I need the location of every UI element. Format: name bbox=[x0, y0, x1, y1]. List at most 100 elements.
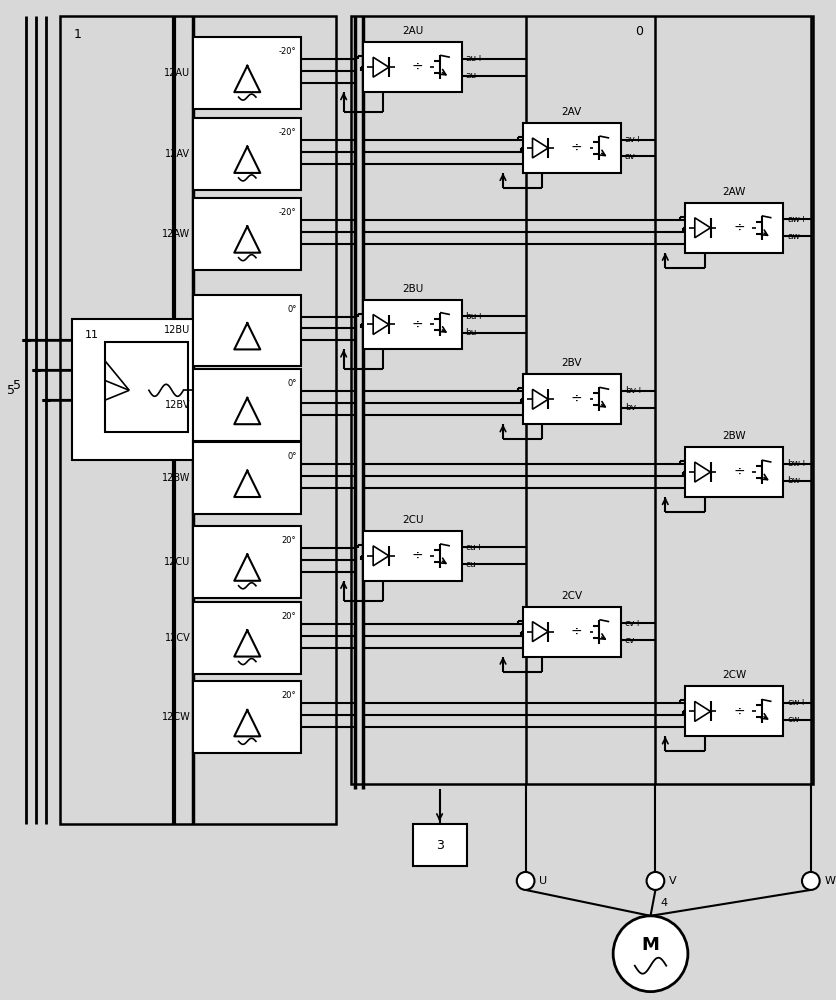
Text: 12CU: 12CU bbox=[164, 557, 190, 567]
Text: av-: av- bbox=[624, 152, 638, 161]
Text: 20°: 20° bbox=[282, 612, 296, 621]
Bar bbox=[193, 37, 301, 109]
Text: cv-: cv- bbox=[624, 636, 638, 645]
Text: av+: av+ bbox=[624, 135, 643, 144]
Polygon shape bbox=[373, 57, 389, 77]
Text: cw-: cw- bbox=[787, 715, 802, 724]
Bar bbox=[363, 531, 461, 581]
Text: cv+: cv+ bbox=[624, 619, 642, 628]
Text: V: V bbox=[669, 876, 676, 886]
Text: 0°: 0° bbox=[287, 305, 296, 314]
Text: 2BW: 2BW bbox=[721, 431, 745, 441]
Bar bbox=[363, 42, 461, 92]
Text: 0: 0 bbox=[634, 25, 642, 38]
Bar bbox=[193, 369, 301, 441]
Bar bbox=[684, 203, 782, 253]
Text: ÷: ÷ bbox=[411, 60, 423, 74]
Bar bbox=[193, 526, 301, 598]
Text: 3: 3 bbox=[435, 839, 443, 852]
Bar bbox=[193, 118, 301, 190]
Text: 12AW: 12AW bbox=[162, 229, 190, 239]
Text: 2AV: 2AV bbox=[561, 107, 581, 117]
Text: bw+: bw+ bbox=[787, 459, 807, 468]
Bar bbox=[522, 607, 620, 657]
Text: 2CV: 2CV bbox=[561, 591, 582, 601]
Bar bbox=[193, 681, 301, 753]
Text: 2BV: 2BV bbox=[561, 358, 581, 368]
Polygon shape bbox=[373, 546, 389, 566]
Text: 0°: 0° bbox=[287, 452, 296, 461]
Text: ÷: ÷ bbox=[732, 704, 744, 718]
Text: 2CW: 2CW bbox=[721, 670, 746, 680]
Text: ÷: ÷ bbox=[732, 221, 744, 235]
Polygon shape bbox=[694, 218, 710, 238]
Bar bbox=[60, 16, 335, 824]
Text: 2CU: 2CU bbox=[401, 515, 423, 525]
Text: bu+: bu+ bbox=[465, 312, 484, 321]
Text: M: M bbox=[641, 936, 659, 954]
Text: 12AU: 12AU bbox=[164, 68, 190, 78]
Text: bw-: bw- bbox=[787, 476, 803, 485]
Polygon shape bbox=[532, 389, 548, 409]
Text: U: U bbox=[538, 876, 547, 886]
Text: 20°: 20° bbox=[282, 691, 296, 700]
Bar bbox=[412, 824, 466, 866]
Text: 4: 4 bbox=[660, 898, 666, 908]
Text: cu-: cu- bbox=[465, 560, 479, 569]
Bar bbox=[193, 295, 301, 366]
Polygon shape bbox=[694, 701, 710, 721]
Text: 2BU: 2BU bbox=[401, 284, 423, 294]
Text: 12CW: 12CW bbox=[161, 712, 190, 722]
Circle shape bbox=[613, 916, 687, 992]
Text: au-: au- bbox=[465, 71, 480, 80]
Text: ÷: ÷ bbox=[570, 625, 582, 639]
Bar bbox=[522, 374, 620, 424]
Text: -20°: -20° bbox=[278, 128, 296, 137]
Text: ÷: ÷ bbox=[411, 549, 423, 563]
Circle shape bbox=[646, 872, 664, 890]
Bar bbox=[350, 16, 812, 784]
Text: 12AV: 12AV bbox=[165, 149, 190, 159]
Text: W: W bbox=[823, 876, 834, 886]
Circle shape bbox=[516, 872, 534, 890]
Text: au+: au+ bbox=[465, 54, 484, 63]
Text: bv+: bv+ bbox=[624, 386, 643, 395]
Text: 1: 1 bbox=[73, 28, 81, 41]
Text: ÷: ÷ bbox=[570, 141, 582, 155]
Text: 12CV: 12CV bbox=[165, 633, 190, 643]
Text: aw-: aw- bbox=[787, 232, 803, 241]
Circle shape bbox=[801, 872, 818, 890]
Bar bbox=[193, 602, 301, 674]
Bar bbox=[684, 447, 782, 497]
Polygon shape bbox=[694, 462, 710, 482]
Text: 2AW: 2AW bbox=[721, 187, 745, 197]
Polygon shape bbox=[373, 315, 389, 334]
Text: 5: 5 bbox=[8, 384, 15, 397]
Text: ÷: ÷ bbox=[570, 392, 582, 406]
Text: -20°: -20° bbox=[278, 208, 296, 217]
Bar bbox=[193, 198, 301, 270]
Text: 20°: 20° bbox=[282, 536, 296, 545]
Polygon shape bbox=[532, 138, 548, 158]
Bar bbox=[193, 442, 301, 514]
Bar bbox=[72, 319, 193, 460]
Text: -20°: -20° bbox=[278, 47, 296, 56]
Polygon shape bbox=[532, 622, 548, 642]
Bar bbox=[363, 300, 461, 349]
Bar bbox=[104, 342, 188, 432]
Text: ÷: ÷ bbox=[411, 317, 423, 331]
Text: 0°: 0° bbox=[287, 379, 296, 388]
Text: 12BW: 12BW bbox=[161, 473, 190, 483]
Text: bv-: bv- bbox=[624, 403, 639, 412]
Bar bbox=[522, 123, 620, 173]
Text: 12BU: 12BU bbox=[164, 325, 190, 335]
Text: ÷: ÷ bbox=[732, 465, 744, 479]
Text: 2AU: 2AU bbox=[401, 26, 423, 36]
Text: cw+: cw+ bbox=[787, 698, 806, 707]
Text: 5: 5 bbox=[13, 379, 21, 392]
Text: aw+: aw+ bbox=[787, 215, 807, 224]
Bar bbox=[684, 686, 782, 736]
Text: cu+: cu+ bbox=[465, 543, 483, 552]
Text: bu-: bu- bbox=[465, 328, 480, 337]
Text: 11: 11 bbox=[85, 330, 99, 340]
